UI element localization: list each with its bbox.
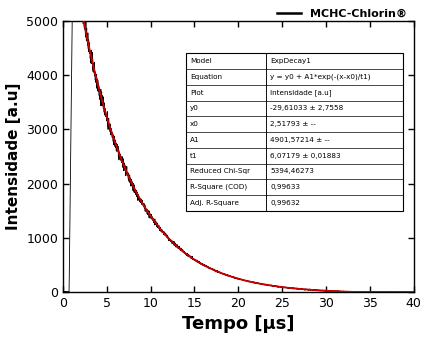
Legend: MCHC-Chlorin®: MCHC-Chlorin® — [272, 5, 411, 24]
X-axis label: Tempo [μs]: Tempo [μs] — [181, 316, 294, 334]
Y-axis label: Intensidade [a.u]: Intensidade [a.u] — [6, 83, 20, 230]
